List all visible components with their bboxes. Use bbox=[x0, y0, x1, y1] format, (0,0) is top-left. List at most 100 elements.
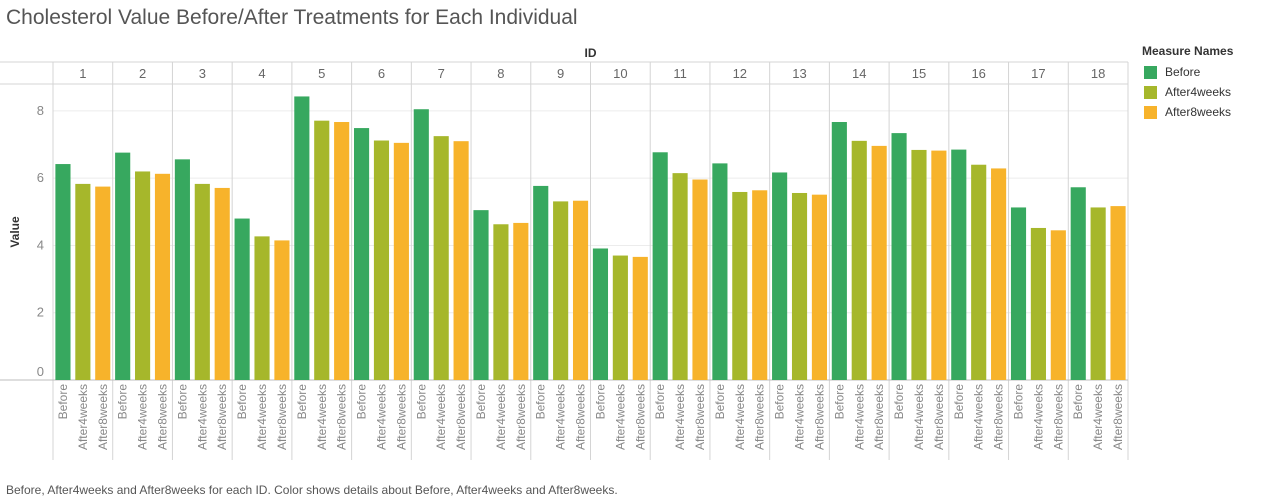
x-header-label: ID bbox=[585, 46, 597, 60]
x-tick-label: After4weeks bbox=[972, 384, 986, 450]
x-tick-label: Before bbox=[1071, 384, 1085, 420]
x-tick-label: Before bbox=[952, 384, 966, 420]
x-tick-label: Before bbox=[593, 384, 607, 420]
bar-before-id-7 bbox=[413, 109, 429, 381]
chart-title: Cholesterol Value Before/After Treatment… bbox=[6, 6, 578, 29]
legend: Measure Names Before After4weeks After8w… bbox=[1142, 44, 1233, 122]
x-tick-label: After8weeks bbox=[753, 384, 767, 450]
category-label: 13 bbox=[792, 66, 806, 81]
x-tick-label: After8weeks bbox=[514, 384, 528, 450]
x-tick-label: After8weeks bbox=[155, 384, 169, 450]
x-tick-label: After8weeks bbox=[574, 384, 588, 450]
bar-after4weeks-id-16 bbox=[971, 164, 987, 380]
legend-item-after8weeks[interactable]: After8weeks bbox=[1142, 102, 1233, 122]
bar-after4weeks-id-9 bbox=[553, 201, 569, 380]
bar-after8weeks-id-10 bbox=[632, 256, 648, 380]
x-tick-label: After8weeks bbox=[872, 384, 886, 450]
category-label: 4 bbox=[258, 66, 265, 81]
legend-label-after8weeks: After8weeks bbox=[1165, 105, 1232, 119]
x-tick-label: After4weeks bbox=[912, 384, 926, 450]
bar-after4weeks-id-11 bbox=[672, 173, 688, 380]
y-tick-label: 0 bbox=[37, 364, 44, 379]
category-label: 1 bbox=[79, 66, 86, 81]
legend-item-after4weeks[interactable]: After4weeks bbox=[1142, 82, 1233, 102]
x-tick-label: After4weeks bbox=[494, 384, 508, 450]
category-label: 16 bbox=[971, 66, 985, 81]
category-label: 18 bbox=[1091, 66, 1105, 81]
x-tick-label: After8weeks bbox=[394, 384, 408, 450]
bar-before-id-2 bbox=[115, 152, 131, 380]
bar-after8weeks-id-14 bbox=[871, 145, 887, 380]
x-tick-label: Before bbox=[56, 384, 70, 420]
chart-caption: Before, After4weeks and After8weeks for … bbox=[6, 483, 618, 497]
bar-after8weeks-id-4 bbox=[274, 240, 290, 380]
category-label: 17 bbox=[1031, 66, 1045, 81]
bar-after4weeks-id-3 bbox=[194, 183, 210, 380]
y-axis-label: Value bbox=[8, 216, 22, 248]
x-tick-label: Before bbox=[474, 384, 488, 420]
category-label: 15 bbox=[912, 66, 926, 81]
bar-before-id-15 bbox=[891, 133, 907, 380]
bar-after8weeks-id-6 bbox=[393, 142, 409, 380]
x-tick-label: After8weeks bbox=[932, 384, 946, 450]
x-tick-label: Before bbox=[892, 384, 906, 420]
bar-before-id-1 bbox=[55, 164, 71, 380]
x-tick-label: After4weeks bbox=[852, 384, 866, 450]
bar-after4weeks-id-2 bbox=[135, 171, 151, 380]
x-tick-label: After8weeks bbox=[335, 384, 349, 450]
y-tick-label: 4 bbox=[37, 237, 44, 252]
x-tick-label: Before bbox=[773, 384, 787, 420]
x-tick-label: After8weeks bbox=[1111, 384, 1125, 450]
bar-after8weeks-id-5 bbox=[334, 122, 350, 380]
x-tick-label: After8weeks bbox=[693, 384, 707, 450]
x-tick-label: After4weeks bbox=[733, 384, 747, 450]
bar-before-id-12 bbox=[712, 163, 728, 380]
bar-after4weeks-id-8 bbox=[493, 224, 509, 380]
bar-after8weeks-id-15 bbox=[931, 150, 947, 380]
bar-before-id-6 bbox=[354, 128, 370, 380]
category-label: 10 bbox=[613, 66, 627, 81]
x-tick-label: Before bbox=[534, 384, 548, 420]
bar-after4weeks-id-1 bbox=[75, 183, 91, 380]
bar-after8weeks-id-3 bbox=[214, 187, 230, 380]
bar-before-id-3 bbox=[174, 159, 190, 380]
x-tick-label: After8weeks bbox=[633, 384, 647, 450]
bar-after4weeks-id-17 bbox=[1030, 227, 1046, 380]
bar-after8weeks-id-1 bbox=[95, 186, 111, 380]
legend-label-before: Before bbox=[1165, 65, 1201, 79]
category-label: 2 bbox=[139, 66, 146, 81]
bar-after4weeks-id-14 bbox=[851, 140, 867, 380]
legend-swatch-after8weeks bbox=[1144, 105, 1157, 119]
x-tick-label: After4weeks bbox=[195, 384, 209, 450]
bar-before-id-9 bbox=[533, 185, 549, 380]
bar-before-id-10 bbox=[592, 248, 609, 380]
bar-before-id-11 bbox=[652, 152, 668, 380]
legend-swatch-before bbox=[1144, 65, 1157, 79]
bar-after8weeks-id-12 bbox=[752, 190, 768, 380]
x-tick-label: Before bbox=[355, 384, 369, 420]
category-label: 8 bbox=[497, 66, 504, 81]
x-tick-label: After4weeks bbox=[315, 384, 329, 450]
x-tick-label: After8weeks bbox=[992, 384, 1006, 450]
bar-after8weeks-id-7 bbox=[453, 141, 469, 380]
bar-before-id-13 bbox=[772, 172, 788, 380]
category-label: 3 bbox=[199, 66, 206, 81]
legend-item-before[interactable]: Before bbox=[1142, 62, 1233, 82]
x-tick-label: Before bbox=[653, 384, 667, 420]
legend-swatch-after4weeks bbox=[1144, 85, 1157, 99]
bar-after4weeks-id-6 bbox=[373, 140, 390, 380]
x-tick-label: Before bbox=[295, 384, 309, 420]
x-tick-label: After4weeks bbox=[673, 384, 687, 450]
x-tick-label: After4weeks bbox=[1091, 384, 1105, 450]
bar-after4weeks-id-13 bbox=[791, 192, 808, 380]
y-tick-label: 6 bbox=[37, 170, 44, 185]
category-label: 14 bbox=[852, 66, 866, 81]
bar-after4weeks-id-4 bbox=[254, 236, 270, 380]
x-tick-label: After8weeks bbox=[96, 384, 110, 450]
x-tick-label: After4weeks bbox=[255, 384, 269, 450]
x-tick-label: After8weeks bbox=[812, 384, 826, 450]
bar-after4weeks-id-12 bbox=[732, 191, 748, 380]
category-label: 12 bbox=[733, 66, 747, 81]
bar-after8weeks-id-11 bbox=[692, 179, 708, 380]
